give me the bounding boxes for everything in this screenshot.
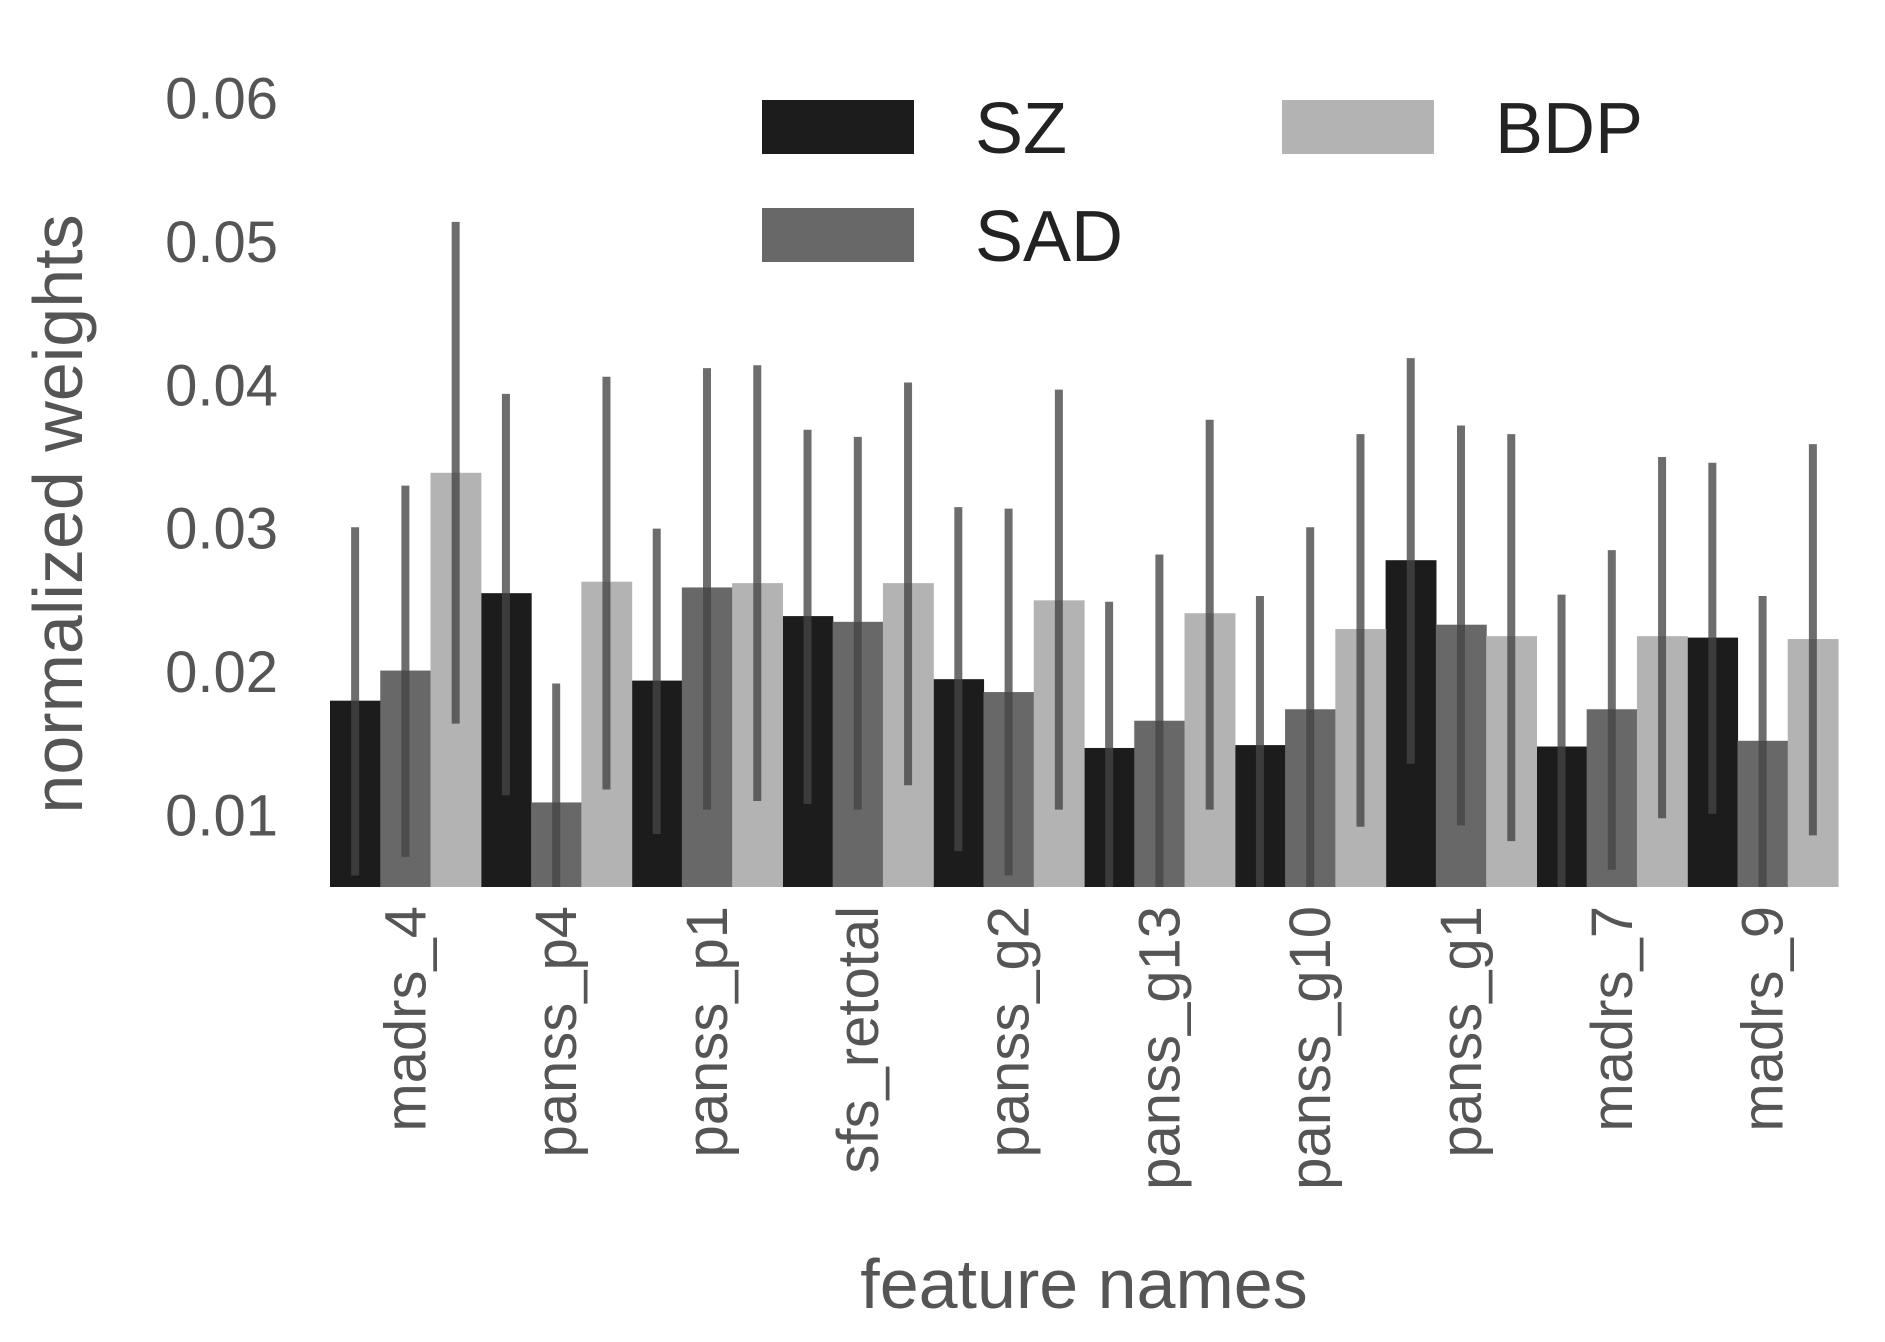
- y-tick-label: 0.06: [165, 67, 278, 132]
- legend-label: BDP: [1495, 89, 1643, 169]
- error-bars-layer: [351, 221, 1817, 887]
- x-tick-label: panss_p1: [675, 906, 740, 1158]
- x-axis-label: feature names: [860, 1245, 1307, 1323]
- x-tick-label: panss_g10: [1278, 906, 1343, 1190]
- x-tick-label: panss_g1: [1429, 906, 1494, 1158]
- y-tick-label: 0.04: [165, 353, 278, 418]
- legend-item-SAD: SAD: [762, 197, 1123, 277]
- y-tick-label: 0.05: [165, 210, 278, 275]
- legend: SZ SAD BDP: [762, 89, 1643, 277]
- y-tick-label: 0.03: [165, 497, 278, 562]
- y-axis-label: normalized weights: [19, 214, 97, 813]
- x-tick-label: panss_p4: [524, 906, 589, 1158]
- bars-layer: [330, 472, 1839, 887]
- x-axis-ticks: madrs_4 panss_p4 panss_p1 sfs_retotal panss_…: [373, 906, 1795, 1190]
- y-axis-ticks: 0.01 0.02 0.03 0.04 0.05 0.06: [165, 67, 278, 849]
- legend-label: SAD: [975, 197, 1123, 277]
- legend-swatch: [762, 208, 914, 262]
- legend-item-SZ: SZ: [762, 89, 1067, 169]
- x-tick-label: panss_g2: [977, 906, 1042, 1158]
- y-tick-label: 0.02: [165, 640, 278, 705]
- legend-label: SZ: [975, 89, 1067, 169]
- legend-swatch: [762, 100, 914, 154]
- y-tick-label: 0.01: [165, 783, 278, 848]
- x-tick-label: madrs_7: [1580, 906, 1645, 1132]
- x-tick-label: sfs_retotal: [826, 906, 891, 1174]
- x-tick-label: madrs_4: [373, 906, 438, 1132]
- legend-item-BDP: BDP: [1282, 89, 1643, 169]
- x-tick-label: madrs_9: [1731, 906, 1796, 1132]
- legend-swatch: [1282, 100, 1434, 154]
- x-tick-label: panss_g13: [1127, 906, 1192, 1190]
